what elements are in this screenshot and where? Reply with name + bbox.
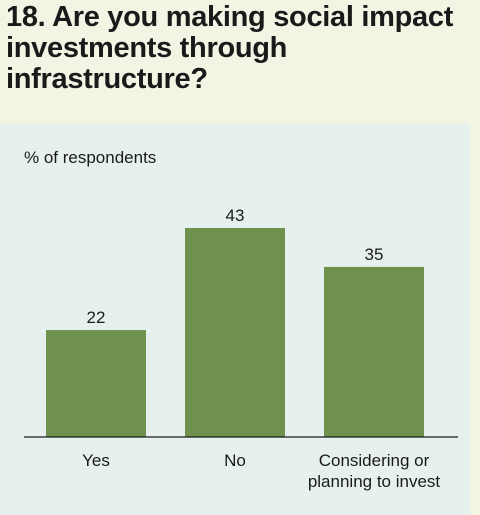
value-label-0: 22 [87, 308, 106, 327]
category-label-considering: Considering or planning to invest [307, 451, 441, 491]
value-label-1: 43 [226, 206, 245, 225]
question-title: 18. Are you making social impact investm… [6, 1, 454, 95]
value-label-2: 35 [365, 245, 384, 264]
y-axis-label: % of respondents [24, 148, 157, 167]
bar-1 [185, 228, 285, 437]
bar-2 [324, 266, 424, 437]
category-label-yes: Yes [82, 451, 110, 470]
bar-0 [46, 330, 146, 437]
category-label-no: No [224, 451, 246, 470]
